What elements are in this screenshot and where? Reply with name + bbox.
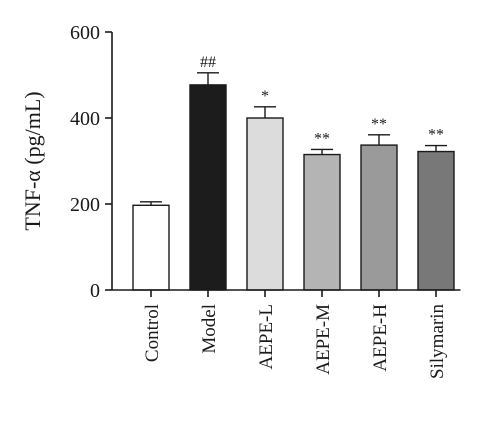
- x-category-label: AEPE-L: [256, 304, 277, 369]
- y-tick-label: 200: [70, 194, 100, 216]
- bar-model: [189, 84, 227, 291]
- x-axis: Control Model AEPE-L AEPE-M AEPE-H Silymarin: [112, 289, 461, 379]
- y-axis: 0 200 400 600: [70, 22, 113, 302]
- bar-silymarin: [417, 150, 455, 291]
- bar-control: [132, 204, 170, 291]
- bar-aepe-h: [360, 144, 398, 291]
- significance-marks: ##*******: [200, 54, 444, 148]
- significance-mark: **: [371, 116, 387, 133]
- y-tick-label: 600: [70, 22, 100, 44]
- bars: [132, 84, 455, 291]
- bar-aepe-l: [246, 117, 284, 291]
- significance-mark: *: [261, 88, 269, 105]
- bar-aepe-m: [303, 153, 341, 291]
- error-bars: [140, 72, 447, 206]
- significance-mark: ##: [200, 54, 216, 71]
- significance-mark: **: [314, 130, 330, 147]
- x-category-label: AEPE-M: [313, 304, 334, 375]
- x-category-label: AEPE-H: [370, 304, 391, 372]
- y-tick-label: 400: [70, 108, 100, 130]
- significance-mark: **: [428, 127, 444, 144]
- y-axis-label: TNF-α (pg/mL): [20, 91, 45, 230]
- x-category-label: Model: [199, 304, 220, 354]
- x-category-label: Control: [142, 304, 163, 362]
- x-category-label: Silymarin: [427, 304, 448, 379]
- y-tick-label: 0: [90, 280, 100, 302]
